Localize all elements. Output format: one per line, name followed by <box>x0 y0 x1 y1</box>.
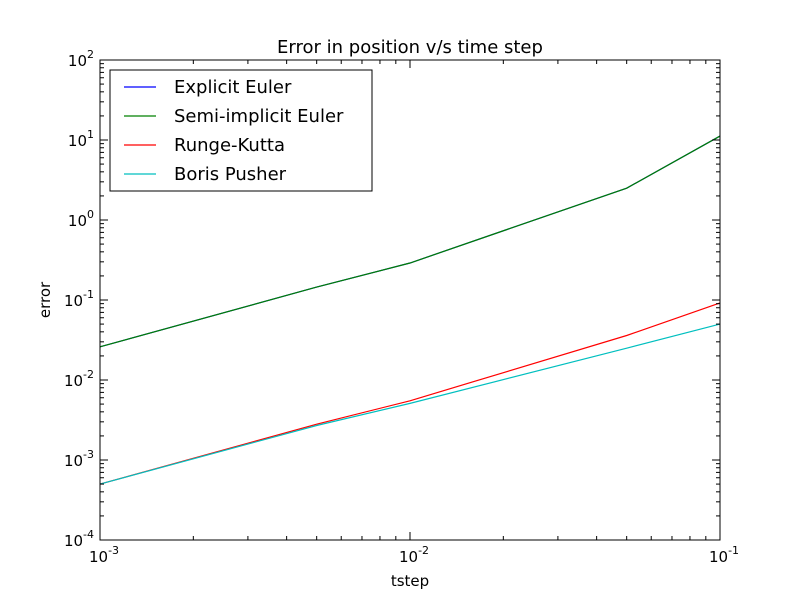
x-tick-label: 10-3 <box>89 544 119 566</box>
y-tick-label: 10-3 <box>64 448 94 470</box>
y-axis-label: error <box>36 281 54 318</box>
chart-title: Error in position v/s time step <box>277 37 543 58</box>
y-tick-label: 100 <box>68 208 94 230</box>
series-layer <box>99 135 721 485</box>
series-line-runge-kutta <box>99 302 721 485</box>
x-tick-label: 10-2 <box>399 544 429 566</box>
legend-label: Runge-Kutta <box>174 135 285 156</box>
y-tick-label: 101 <box>68 128 94 150</box>
legend-label: Explicit Euler <box>174 77 292 98</box>
legend: Explicit Euler Semi-implicit Euler Runge-K… <box>109 69 373 192</box>
x-tick-label: 10-1 <box>709 544 739 566</box>
legend-box <box>109 69 373 192</box>
series-line-boris-pusher <box>99 323 721 485</box>
y-tick-label: 10-1 <box>64 288 94 310</box>
x-axis-label: tstep <box>391 572 429 590</box>
legend-label: Semi-implicit Euler <box>174 106 344 127</box>
y-tick-label: 102 <box>68 48 94 70</box>
series-line-semi-implicit-euler <box>99 135 721 348</box>
y-tick-label: 10-4 <box>64 528 94 550</box>
y-tick-label: 10-2 <box>64 368 94 390</box>
legend-label: Boris Pusher <box>174 164 287 185</box>
